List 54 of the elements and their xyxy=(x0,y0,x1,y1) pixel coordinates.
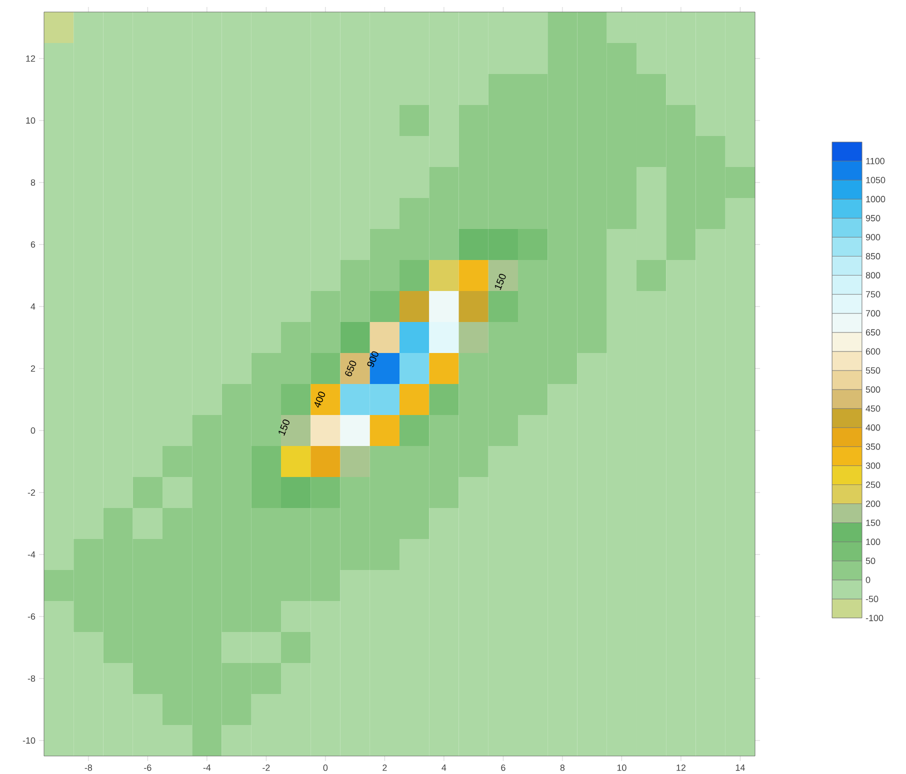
color-bar-label: 400 xyxy=(866,424,880,431)
color-bar-label: 450 xyxy=(866,405,880,412)
y-tick-label: 10 xyxy=(26,117,36,124)
color-bar-label: 100 xyxy=(866,538,880,545)
x-tick-label: -6 xyxy=(144,764,152,771)
x-tick-label: -2 xyxy=(262,764,270,771)
color-bar-label: 600 xyxy=(866,348,880,355)
color-bar-label: 650 xyxy=(866,329,880,336)
x-tick-label: 4 xyxy=(442,764,446,771)
color-bar-label: 1000 xyxy=(866,196,886,202)
annotation: 400 xyxy=(314,392,326,408)
y-tick-label: 6 xyxy=(30,241,36,248)
color-bar-label: 200 xyxy=(866,500,880,507)
x-tick-label: 12 xyxy=(676,764,686,771)
y-tick-label: -10 xyxy=(22,737,36,744)
annotation: 900 xyxy=(367,351,378,368)
x-tick-label: 14 xyxy=(736,764,745,771)
color-bar-label: 0 xyxy=(866,576,870,583)
x-tick-label: 2 xyxy=(382,764,387,771)
color-bar-label: 850 xyxy=(866,252,880,260)
color-bar-label: -100 xyxy=(866,614,884,622)
annotation: 150 xyxy=(494,274,506,290)
color-bar-label: 900 xyxy=(866,234,880,240)
color-bar-label: 800 xyxy=(866,272,880,278)
color-bar-label: 700 xyxy=(866,310,880,316)
x-tick-label: 8 xyxy=(560,764,565,771)
x-tick-label: -4 xyxy=(203,764,211,771)
annotation: 650 xyxy=(345,360,356,376)
color-bar-label: 550 xyxy=(866,367,880,374)
y-tick-label: 2 xyxy=(30,365,36,372)
y-tick-label: 12 xyxy=(26,55,36,62)
color-bar-label: 50 xyxy=(866,558,876,564)
color-bar-label: 500 xyxy=(866,386,880,393)
color-bar-label: 750 xyxy=(866,291,880,298)
y-tick-label: 0 xyxy=(30,427,36,434)
color-bar-label: 1050 xyxy=(866,176,886,184)
color-bar-label: -50 xyxy=(866,596,878,602)
y-tick-label: -8 xyxy=(28,675,36,682)
color-bar-label: 1100 xyxy=(866,158,884,164)
color-bar-label: 950 xyxy=(866,214,880,222)
x-tick-label: 10 xyxy=(617,764,626,771)
color-bar-label: 150 xyxy=(866,520,880,526)
x-tick-label: 6 xyxy=(501,764,506,771)
y-tick-label: -6 xyxy=(28,613,36,620)
x-tick-label: 0 xyxy=(323,764,328,771)
y-tick-label: -4 xyxy=(28,551,36,558)
y-tick-label: -2 xyxy=(28,489,36,496)
color-bar-label: 250 xyxy=(866,481,880,488)
color-bar-label: 350 xyxy=(866,443,880,450)
x-tick-label: -8 xyxy=(84,764,92,771)
y-tick-label: 8 xyxy=(30,179,36,186)
y-tick-label: 4 xyxy=(30,303,36,310)
color-bar-label: 300 xyxy=(866,462,880,469)
annotation: 150 xyxy=(278,419,290,436)
